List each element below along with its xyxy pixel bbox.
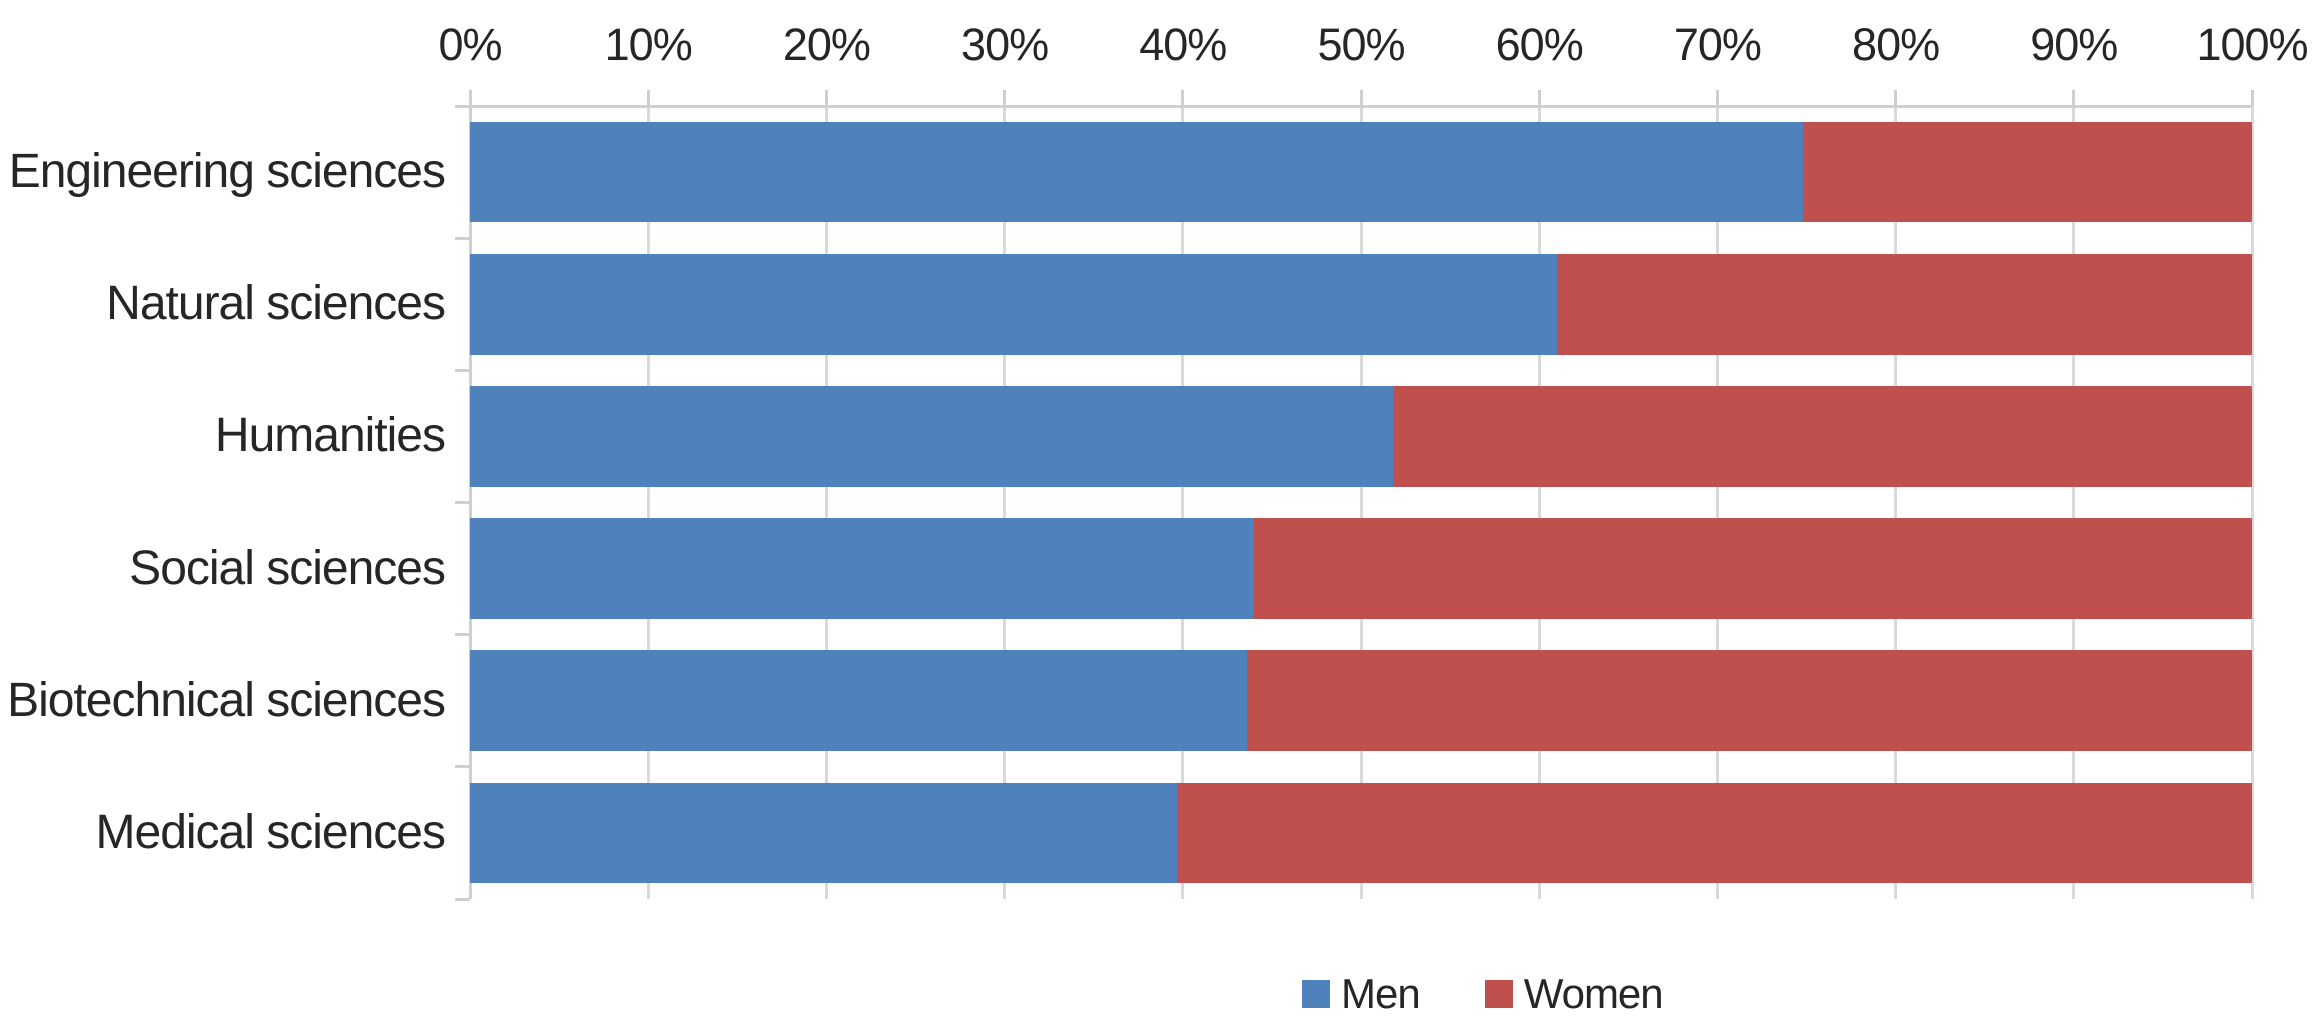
bar-row-biotechnical-sciences: [470, 650, 2252, 752]
x-tick-label-50-: 50%: [1317, 19, 1405, 70]
category-label-biotechnical-sciences: Biotechnical sciences: [7, 673, 446, 727]
x-tick-label-0-: 0%: [438, 19, 502, 70]
category-axis-tick: [455, 897, 470, 901]
gridline-90-: [2072, 106, 2076, 899]
x-tick-label-30-: 30%: [961, 19, 1049, 70]
x-tick-label-40-: 40%: [1139, 19, 1227, 70]
gridline-30-: [1003, 106, 1007, 899]
bar-row-engineering-sciences: [470, 121, 2252, 223]
value-axis-tick-0-: [468, 90, 472, 106]
x-tick-label-60-: 60%: [1495, 19, 1584, 70]
value-axis-tick-50-: [1359, 90, 1363, 106]
x-tick-label-20-: 20%: [782, 19, 871, 70]
category-label-humanities: Humanities: [214, 409, 446, 463]
gridline-60-: [1537, 106, 1541, 899]
category-axis-tick: [455, 501, 470, 504]
category-label-natural-sciences: Natural sciences: [106, 277, 446, 331]
bar-segment-men-biotechnical-sciences: [470, 650, 1247, 752]
gridline-20-: [824, 106, 828, 899]
legend-swatch-women: [1484, 980, 1513, 1008]
bar-row-humanities: [470, 386, 2252, 487]
bar-row-medical-sciences: [470, 782, 2252, 884]
category-axis-line: [468, 106, 472, 899]
value-axis-tick-80-: [1894, 90, 1898, 106]
category-axis-tick: [455, 236, 470, 240]
category-axis-tick: [455, 633, 470, 637]
gridline-80-: [1894, 106, 1898, 899]
bar-segment-women-medical-sciences: [1177, 782, 2252, 884]
bar-segment-women-natural-sciences: [1557, 253, 2252, 355]
bar-segment-women-social-sciences: [1254, 518, 2252, 619]
value-axis-tick-90-: [2072, 90, 2076, 106]
bar-row-natural-sciences: [470, 253, 2252, 355]
gridline-50-: [1359, 106, 1363, 899]
category-axis-tick: [455, 104, 470, 108]
x-tick-label-90-: 90%: [2030, 19, 2118, 70]
bar-segment-women-biotechnical-sciences: [1246, 650, 2252, 752]
x-tick-label-80-: 80%: [1852, 19, 1940, 70]
bar-segment-men-medical-sciences: [470, 782, 1178, 884]
bar-row-social-sciences: [470, 518, 2252, 619]
value-axis-tick-70-: [1715, 90, 1719, 106]
value-axis-line: [470, 104, 2252, 108]
value-axis-tick-20-: [824, 90, 828, 106]
value-axis-tick-100-: [2250, 90, 2254, 106]
bar-segment-men-social-sciences: [470, 518, 1255, 619]
category-label-medical-sciences: Medical sciences: [95, 805, 446, 859]
value-axis-tick-60-: [1537, 90, 1541, 106]
x-tick-label-10-: 10%: [604, 19, 693, 70]
gridline-100-: [2250, 106, 2254, 899]
legend-label-women: Women: [1523, 970, 1664, 1017]
value-axis-tick-30-: [1003, 90, 1007, 106]
chart-legend: Men Women: [1302, 970, 1664, 1018]
legend-swatch-men: [1302, 980, 1330, 1008]
bar-segment-men-natural-sciences: [470, 253, 1558, 355]
bar-segment-men-engineering-sciences: [470, 121, 1803, 223]
bar-segment-women-engineering-sciences: [1802, 121, 2252, 223]
bar-segment-women-humanities: [1393, 386, 2252, 487]
category-label-engineering-sciences: Engineering sciences: [8, 145, 446, 199]
value-axis-tick-10-: [646, 90, 650, 106]
x-tick-label-70-: 70%: [1673, 19, 1762, 70]
gridline-10-: [646, 106, 650, 899]
category-axis-tick: [455, 368, 470, 372]
plot-area: [468, 106, 2254, 899]
value-axis-tick-40-: [1181, 90, 1185, 106]
legend-label-men: Men: [1341, 970, 1421, 1017]
bar-segment-men-humanities: [470, 386, 1394, 487]
gridline-70-: [1715, 106, 1719, 899]
x-tick-label-100-: 100%: [2196, 19, 2308, 70]
category-axis-tick: [455, 765, 470, 769]
gridline-40-: [1181, 106, 1185, 899]
category-label-social-sciences: Social sciences: [129, 541, 446, 595]
